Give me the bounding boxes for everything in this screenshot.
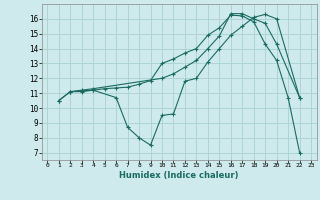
- X-axis label: Humidex (Indice chaleur): Humidex (Indice chaleur): [119, 171, 239, 180]
